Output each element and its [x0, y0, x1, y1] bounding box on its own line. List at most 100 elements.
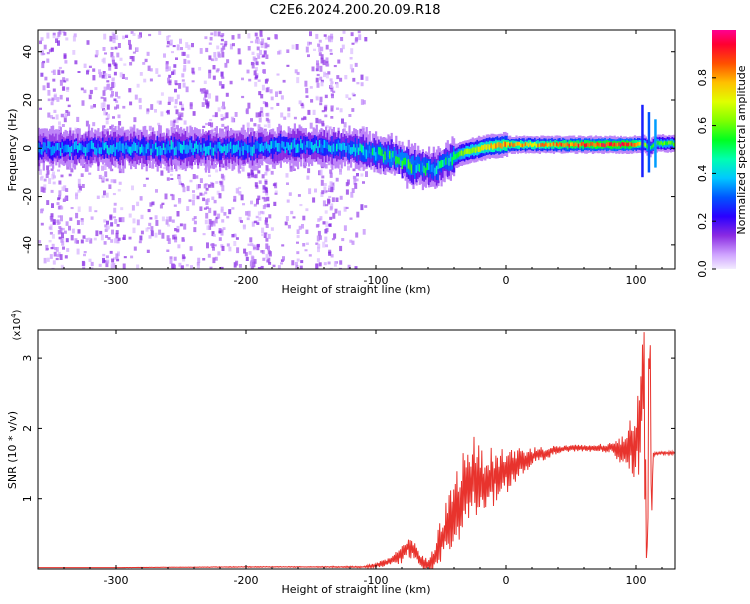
noise-cell	[221, 123, 225, 127]
noise-cell	[325, 244, 328, 248]
ridge-cell	[78, 143, 81, 151]
ridge-cell	[208, 145, 211, 156]
noise-cell	[167, 238, 171, 244]
noise-cell	[58, 236, 62, 240]
ridge-cell	[234, 145, 237, 153]
noise-cell	[139, 72, 143, 76]
ridge-cell	[156, 147, 159, 157]
noise-cell	[268, 214, 272, 219]
ridge-cell	[109, 145, 112, 154]
snr-panel: -300 -200 -100 0 100 123 Height of straight …	[6, 309, 676, 596]
noise-cell	[329, 49, 333, 52]
ridge-cell	[524, 142, 527, 146]
noise-cell	[76, 116, 80, 122]
noise-cell	[347, 165, 350, 171]
ridge-cell	[410, 164, 413, 174]
ridge-cell	[591, 142, 594, 146]
noise-cell	[277, 51, 281, 55]
noise-cell	[157, 74, 161, 77]
ridge-cell	[286, 141, 289, 149]
ridge-cell	[284, 137, 287, 151]
noise-cell	[181, 79, 185, 82]
noise-cell	[128, 213, 132, 218]
noise-cell	[170, 96, 174, 102]
noise-cell	[158, 100, 162, 105]
noise-cell	[103, 164, 107, 170]
noise-cell	[160, 111, 164, 117]
noise-cell	[111, 82, 114, 89]
noise-cell	[174, 236, 178, 240]
noise-cell	[220, 128, 224, 133]
ridge-cell	[378, 147, 381, 155]
noise-cell	[131, 185, 134, 191]
snr-exponent-prefix: (x10	[12, 318, 23, 341]
ridge-cell	[295, 144, 298, 153]
noise-cell	[332, 212, 336, 219]
noise-cell	[358, 34, 362, 41]
noise-cell	[116, 239, 120, 244]
noise-cell	[285, 216, 289, 221]
ridge-cell	[253, 144, 256, 154]
noise-cell	[325, 204, 329, 207]
noise-cell	[352, 175, 356, 180]
noise-cell	[160, 92, 164, 96]
noise-cell	[199, 88, 203, 92]
ridge-cell	[644, 142, 647, 147]
noise-cell	[305, 208, 309, 212]
ridge-cell	[318, 140, 321, 148]
noise-cell	[52, 171, 55, 176]
noise-cell	[214, 218, 218, 224]
ridge-cell	[448, 157, 451, 166]
noise-cell	[132, 32, 136, 36]
noise-cell	[219, 181, 223, 185]
ridge-cell	[376, 150, 379, 159]
ridge-cell	[161, 148, 164, 155]
noise-cell	[264, 203, 268, 208]
noise-cell	[360, 204, 364, 211]
noise-cell	[299, 204, 303, 207]
noise-cell	[262, 185, 266, 190]
noise-cell	[348, 97, 352, 100]
noise-cell	[117, 114, 121, 119]
noise-cell	[253, 123, 257, 127]
noise-cell	[136, 219, 140, 226]
noise-cell	[103, 219, 107, 223]
noise-cell	[215, 216, 219, 220]
noise-cell	[102, 71, 106, 76]
noise-cell	[204, 191, 208, 195]
noise-cell	[186, 185, 190, 192]
noise-cell	[94, 54, 98, 58]
ridge-cell	[435, 165, 438, 175]
noise-cell	[235, 260, 239, 266]
ridge-cell	[426, 163, 429, 171]
ridge-cell	[368, 145, 371, 154]
ridge-cell	[540, 143, 543, 147]
noise-cell	[270, 96, 274, 101]
noise-cell	[221, 76, 225, 79]
noise-cell	[228, 246, 232, 252]
ridge-cell	[72, 144, 75, 153]
noise-cell	[103, 86, 107, 91]
noise-cell	[176, 225, 180, 232]
noise-cell	[48, 164, 52, 167]
noise-cell	[44, 76, 48, 81]
ridge-cell	[141, 144, 144, 153]
noise-cell	[61, 70, 65, 74]
ridge-cell	[632, 143, 635, 147]
noise-cell	[134, 94, 138, 100]
noise-cell	[303, 165, 307, 169]
ridge-cell	[523, 143, 526, 148]
noise-cell	[98, 69, 101, 75]
noise-cell	[100, 234, 104, 241]
noise-cell	[42, 187, 46, 193]
noise-cell	[242, 224, 246, 230]
noise-cell	[65, 238, 69, 243]
ridge-cell	[424, 167, 428, 176]
noise-cell	[151, 165, 155, 169]
noise-cell	[355, 37, 359, 42]
noise-cell	[274, 190, 278, 193]
noise-cell	[174, 228, 178, 232]
noise-cell	[327, 261, 331, 265]
ridge-cell	[173, 136, 176, 154]
ridge-cell	[474, 147, 477, 153]
